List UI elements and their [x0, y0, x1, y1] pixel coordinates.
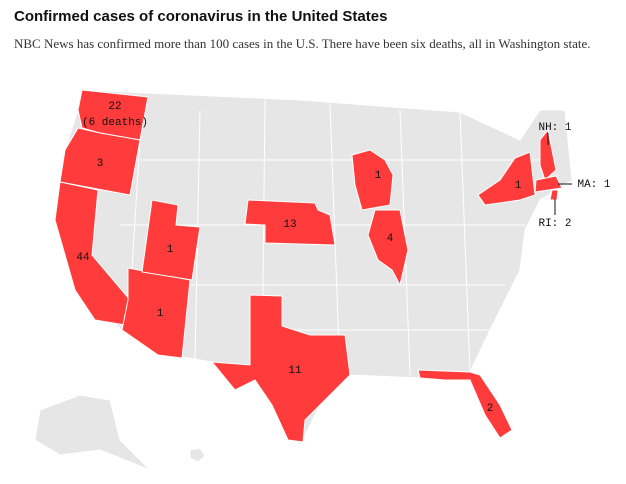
new-hampshire	[539, 128, 557, 181]
state-label: 11	[288, 365, 302, 377]
rhode-island	[549, 189, 559, 201]
state-label: (6 deaths)	[82, 117, 148, 129]
state-label: 1	[167, 244, 174, 256]
state-label: RI: 2	[538, 218, 571, 230]
utah	[141, 199, 201, 281]
state-label: 3	[97, 158, 104, 170]
state-label: 22	[108, 101, 121, 113]
state-label: 44	[76, 252, 90, 264]
title: Confirmed cases of coronavirus in the Un…	[14, 8, 388, 25]
oregon	[59, 127, 141, 196]
texas	[210, 294, 351, 443]
wisconsin	[351, 149, 394, 211]
state-label: 1	[375, 170, 382, 182]
state-label: 13	[283, 219, 296, 231]
state-label: 2	[487, 403, 494, 415]
state-label: 1	[157, 308, 164, 320]
illinois	[367, 209, 409, 287]
subtitle: NBC News has confirmed more than 100 cas…	[14, 36, 591, 51]
alaska	[34, 394, 151, 471]
state-label: 1	[515, 180, 522, 192]
state-label: NH: 1	[538, 122, 571, 134]
massachusetts	[534, 175, 563, 193]
nebraska	[244, 199, 336, 246]
state-label: 4	[387, 233, 394, 245]
state-label: MA: 1	[577, 179, 610, 191]
florida	[417, 369, 513, 439]
hawaii	[189, 447, 206, 463]
new-york	[477, 151, 536, 206]
